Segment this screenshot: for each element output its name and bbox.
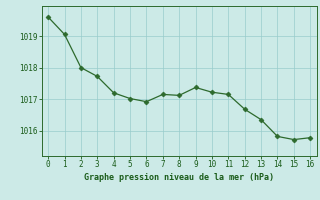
X-axis label: Graphe pression niveau de la mer (hPa): Graphe pression niveau de la mer (hPa) [84, 173, 274, 182]
